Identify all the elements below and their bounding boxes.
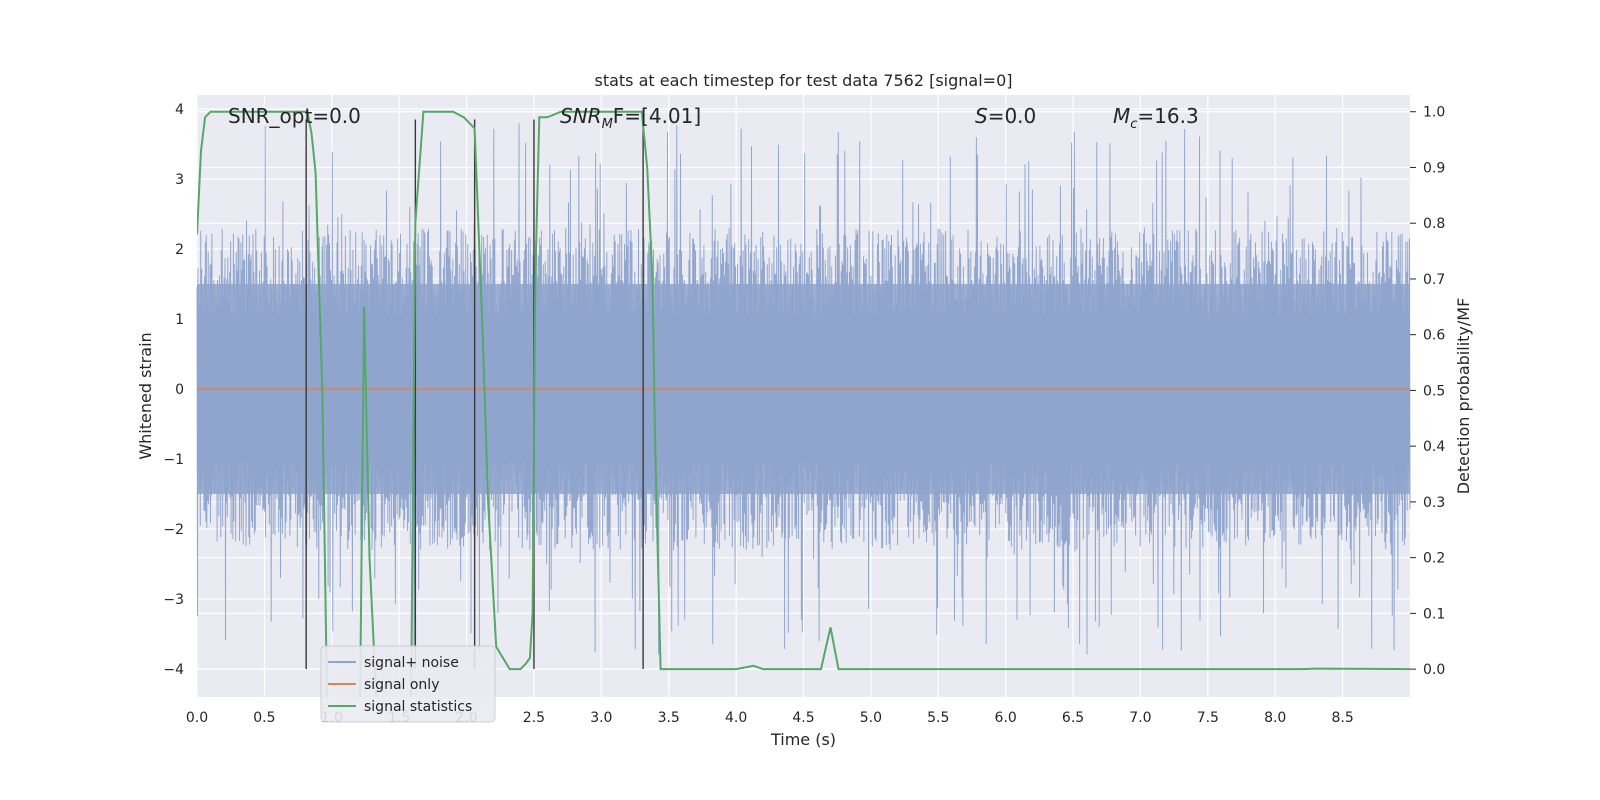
x-tick-label: 3.5 xyxy=(658,710,680,726)
x-tick-label: 8.0 xyxy=(1264,710,1286,726)
y-right-tick-label: 0.5 xyxy=(1423,383,1445,399)
x-tick-label: 4.5 xyxy=(792,710,814,726)
y-right-tick-label: 0.2 xyxy=(1423,551,1445,567)
y-left-axis-ticks: 4 3 2 1 0 −1 −2 −3 −4 xyxy=(163,102,184,678)
x-tick-label: 4.0 xyxy=(725,710,747,726)
y-right-tick-label: 0.3 xyxy=(1423,495,1445,511)
annotation-s: S=0.0 xyxy=(975,104,1036,128)
y-left-axis-label: Whitened strain xyxy=(136,332,155,459)
legend: signal+ noise signal only signal statist… xyxy=(320,645,496,723)
x-tick-label: 7.0 xyxy=(1129,710,1151,726)
x-tick-label: 6.5 xyxy=(1062,710,1084,726)
x-axis-label: Time (s) xyxy=(770,730,836,749)
y-right-tick-label: 0.1 xyxy=(1423,606,1445,622)
y-left-tick-label: 0 xyxy=(175,382,184,398)
y-right-tick-label: 0.4 xyxy=(1423,439,1445,455)
x-tick-label: 6.0 xyxy=(995,710,1017,726)
statistics-line xyxy=(197,110,1410,697)
x-tick-label: 5.0 xyxy=(860,710,882,726)
annotation-snr-mf-rest: F=[4.01] xyxy=(613,104,701,128)
annotation-mc-sub: c xyxy=(1130,117,1137,132)
y-right-axis-ticks: 1.0 0.9 0.8 0.7 0.6 0.5 0.4 0.3 0.2 0.1 0.0 xyxy=(1410,105,1445,678)
annotation-snr-mf: SNRMF=[4.01] xyxy=(560,104,701,132)
legend-label-signal-statistics: signal statistics xyxy=(364,699,472,715)
legend-label-signal-only: signal only xyxy=(364,677,439,693)
y-left-tick-label: 4 xyxy=(175,102,184,118)
y-left-tick-label: 2 xyxy=(175,242,184,258)
x-tick-label: 8.5 xyxy=(1331,710,1353,726)
annotation-snr-mf-sub: M xyxy=(602,117,613,132)
annotation-mc-rest: =16.3 xyxy=(1137,104,1198,128)
y-left-tick-label: 1 xyxy=(175,312,184,328)
y-right-tick-label: 0.9 xyxy=(1423,160,1445,176)
y-right-tick-label: 1.0 xyxy=(1423,105,1445,121)
y-left-tick-label: −2 xyxy=(163,522,184,538)
chart-title: stats at each timestep for test data 756… xyxy=(594,71,1012,90)
y-left-tick-label: −4 xyxy=(163,662,184,678)
legend-label-signal-noise: signal+ noise xyxy=(364,655,459,671)
x-tick-label: 5.5 xyxy=(927,710,949,726)
annotation-s-italic: S xyxy=(975,104,988,128)
y-right-tick-label: 0.6 xyxy=(1423,328,1445,344)
annotation-mc-base: M xyxy=(1113,104,1130,128)
annotation-snr-opt: SNR_opt=0.0 xyxy=(228,104,361,128)
y-right-tick-label: 0.7 xyxy=(1423,272,1445,288)
series-signal-statistics xyxy=(197,110,1410,697)
annotation-snr-mf-base: SNR xyxy=(560,104,602,128)
x-tick-label: 7.5 xyxy=(1197,710,1219,726)
x-tick-label: 0.0 xyxy=(186,710,208,726)
x-tick-label: 3.0 xyxy=(590,710,612,726)
y-right-axis-label: Detection probability/MF xyxy=(1454,298,1473,495)
x-tick-label: 0.5 xyxy=(253,710,275,726)
y-left-tick-label: −3 xyxy=(163,592,184,608)
y-right-tick-label: 0.0 xyxy=(1423,662,1445,678)
y-left-tick-label: −1 xyxy=(163,452,184,468)
legend-box xyxy=(320,645,496,723)
y-left-tick-label: 3 xyxy=(175,172,184,188)
y-right-tick-label: 0.8 xyxy=(1423,216,1445,232)
annotation-mc: Mc=16.3 xyxy=(1113,104,1199,132)
annotation-s-rest: =0.0 xyxy=(988,104,1037,128)
x-tick-label: 2.5 xyxy=(523,710,545,726)
